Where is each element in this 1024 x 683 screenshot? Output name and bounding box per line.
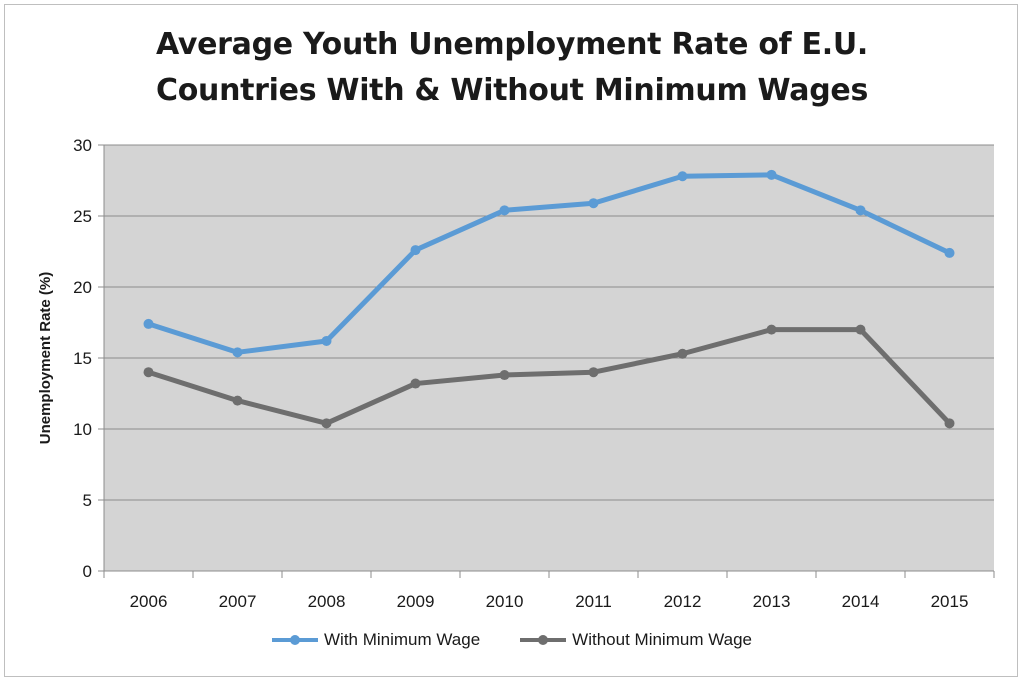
data-point-with-minimum-wage-2006 [143,318,154,329]
x-tick-label-2013: 2013 [753,592,791,611]
data-point-without-minimum-wage-2012 [677,348,688,359]
y-tick-labels: 0 5 10 15 20 25 30 [73,136,92,581]
y-tick-label-0: 0 [83,562,92,581]
data-point-without-minimum-wage-2009 [410,378,421,389]
x-tick-label-2010: 2010 [486,592,524,611]
gridlines [98,144,994,572]
data-point-with-minimum-wage-2010 [499,205,510,216]
y-tick-label-30: 30 [73,136,92,155]
data-point-with-minimum-wage-2015 [944,247,955,258]
x-tick-labels: 2006 2007 2008 2009 2010 2011 2012 2013 2014 2015 [103,571,995,611]
data-point-with-minimum-wage-2007 [232,347,243,358]
data-point-with-minimum-wage-2011 [588,198,599,209]
series-group [143,169,955,429]
legend-item-without-minimum-wage: Without Minimum Wage [520,630,752,650]
y-tick-label-15: 15 [73,349,92,368]
data-point-without-minimum-wage-2014 [855,324,866,335]
data-point-without-minimum-wage-2007 [232,395,243,406]
chart-title: Average Youth Unemployment Rate of E.U. … [0,22,1024,114]
data-point-without-minimum-wage-2013 [766,324,777,335]
data-point-without-minimum-wage-2006 [143,367,154,378]
legend-swatch-with-minimum-wage [272,635,318,645]
data-point-with-minimum-wage-2013 [766,169,777,180]
x-tick-label-2012: 2012 [664,592,702,611]
y-tick-label-5: 5 [83,491,92,510]
y-tick-label-25: 25 [73,207,92,226]
legend-label-with-minimum-wage: With Minimum Wage [324,630,481,649]
series-line-without-minimum-wage [146,327,952,426]
legend-swatch-without-minimum-wage [520,635,567,645]
legend-label-without-minimum-wage: Without Minimum Wage [572,630,752,649]
data-point-without-minimum-wage-2010 [499,370,510,381]
data-point-without-minimum-wage-2015 [944,418,955,429]
x-tick-label-2011: 2011 [575,592,612,611]
series-line-with-minimum-wage [146,172,952,355]
x-tick-label-2007: 2007 [219,592,257,611]
x-tick-label-2014: 2014 [842,592,880,611]
data-point-with-minimum-wage-2012 [677,171,688,182]
x-tick-label-2009: 2009 [397,592,435,611]
y-axis-label: Unemployment Rate (%) [37,272,54,445]
x-tick-label-2015: 2015 [931,592,969,611]
chart-title-line-2: Countries With & Without Minimum Wages [156,73,868,108]
data-point-with-minimum-wage-2014 [855,205,866,216]
y-tick-label-20: 20 [73,278,92,297]
x-tick-label-2008: 2008 [308,592,346,611]
data-point-without-minimum-wage-2011 [588,367,599,378]
legend: With Minimum Wage Without Minimum Wage [0,630,1024,650]
legend-item-with-minimum-wage: With Minimum Wage [272,630,480,650]
data-point-with-minimum-wage-2008 [321,335,332,346]
y-tick-label-10: 10 [73,420,92,439]
x-tick-label-2006: 2006 [130,592,168,611]
chart-title-line-1: Average Youth Unemployment Rate of E.U. [156,27,868,62]
data-point-without-minimum-wage-2008 [321,418,332,429]
data-point-with-minimum-wage-2009 [410,245,421,256]
